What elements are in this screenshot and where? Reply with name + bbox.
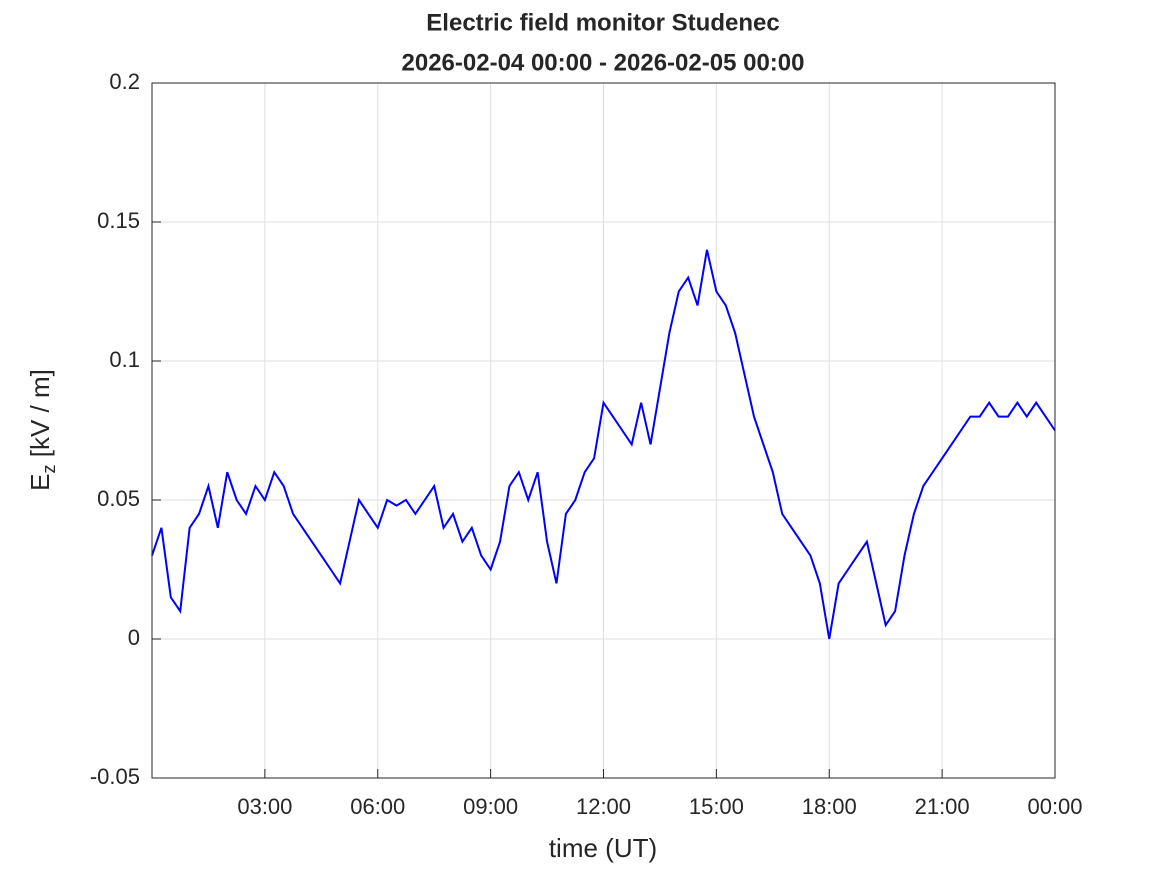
x-tick-label: 21:00 <box>915 794 970 819</box>
y-label-main: E <box>25 474 55 491</box>
plot-frame <box>151 82 1056 779</box>
y-tick-label: 0.15 <box>97 208 140 233</box>
x-axis-label: time (UT) <box>549 833 657 863</box>
y-label-sub: z <box>39 465 59 474</box>
y-tick-label: 0 <box>128 625 140 650</box>
y-axis-label: Ez [kV / m] <box>25 369 59 491</box>
x-tick-label: 18:00 <box>802 794 857 819</box>
x-tick-label: 09:00 <box>463 794 518 819</box>
y-tick-label: -0.05 <box>90 764 140 789</box>
y-tick-label: 0.2 <box>109 69 140 94</box>
y-label-unit: [kV / m] <box>25 369 55 464</box>
chart-subtitle: 2026-02-04 00:00 - 2026-02-05 00:00 <box>402 49 805 76</box>
x-tick-label: 03:00 <box>237 794 292 819</box>
chart-title: Electric field monitor Studenec <box>426 9 779 36</box>
y-tick-label: 0.1 <box>109 347 140 372</box>
x-tick-label: 06:00 <box>350 794 405 819</box>
y-tick-label: 0.05 <box>97 486 140 511</box>
x-tick-label: 15:00 <box>689 794 744 819</box>
data-line <box>151 249 1056 640</box>
x-tick-label: 00:00 <box>1027 794 1082 819</box>
x-tick-label: 12:00 <box>576 794 631 819</box>
